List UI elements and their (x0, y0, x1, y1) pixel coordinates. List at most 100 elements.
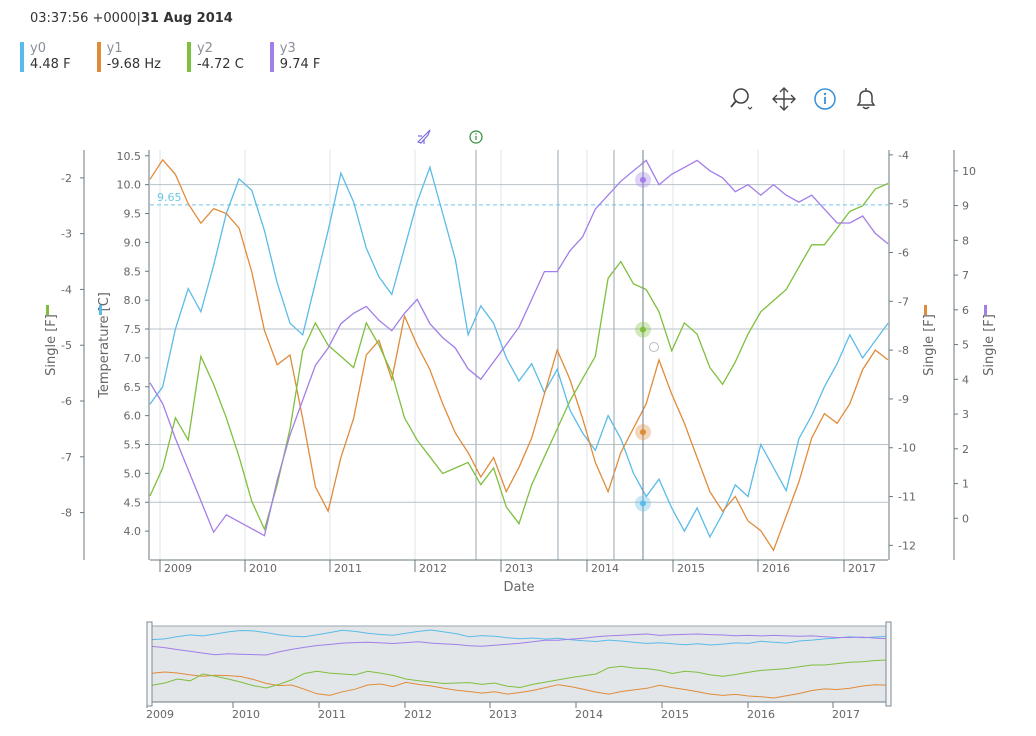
rocket-icon-body (416, 129, 431, 144)
event-info-icon[interactable] (469, 130, 483, 144)
navigator-tick-label: 2013 (489, 708, 517, 721)
legend-value: 9.74 F (279, 57, 321, 72)
y-tick-label: -10 (898, 442, 916, 455)
y-tick-label: -6 (898, 247, 909, 260)
x-tick-label: 2014 (591, 562, 619, 575)
date-label: 31 Aug 2014 (140, 11, 233, 26)
y-tick-label: -8 (61, 507, 72, 520)
left-outer-axis-title: Single [F] (44, 305, 59, 376)
left-outer-axis-title-text: Single [F] (44, 314, 59, 376)
navigator-series-y0 (151, 629, 889, 646)
y-tick-label: 6.5 (124, 381, 142, 394)
x-tick-label: 2017 (848, 562, 876, 575)
y-tick-label: 5.5 (124, 439, 142, 452)
y-tick-label: 8.0 (124, 294, 142, 307)
zoom-icon[interactable] (730, 86, 756, 112)
legend-item-y3[interactable]: y3 9.74 F (269, 41, 321, 73)
y-tick-label: 9 (962, 200, 969, 213)
left-inner-axis-title: Temperature [C] (97, 292, 112, 399)
timestamp-header: 03:37:56 +0000|31 Aug 2014 (30, 11, 233, 26)
legend-name: y1 (106, 41, 123, 56)
y-tick-label: 9.5 (124, 208, 142, 221)
legend-swatch (269, 42, 274, 72)
navigator-tick-label: 2012 (404, 708, 432, 721)
y-tick-label: 6 (962, 304, 969, 317)
time-label: 03:37:56 +0000 (30, 11, 137, 26)
navigator-tick-label: 2010 (232, 708, 260, 721)
left-inner-axis-title-color-bar (99, 305, 102, 315)
x-tick-label: 2010 (249, 562, 277, 575)
legend-item-y0[interactable]: y0 4.48 F (20, 41, 71, 73)
right-outer-axis-title-text: Single [F] (982, 314, 997, 376)
header-separator: | (136, 11, 141, 26)
y-tick-label: -2 (61, 172, 72, 185)
series-line-y0 (149, 165, 889, 539)
y-tick-label: -6 (61, 395, 72, 408)
series-line-y3 (149, 159, 889, 537)
y-tick-label: -11 (898, 491, 916, 504)
x-tick-label: 2011 (334, 562, 362, 575)
y-tick-label: -3 (61, 228, 72, 241)
y-tick-label: 1 (962, 478, 969, 491)
y-tick-label: -7 (61, 451, 72, 464)
x-tick-label: 2015 (677, 562, 705, 575)
cursor-marker-y1[interactable] (640, 429, 646, 436)
y-tick-label: 4.0 (124, 525, 142, 538)
chart-toolbar (730, 86, 894, 112)
y-tick-label: 8 (962, 234, 969, 247)
x-tick-label: 2016 (762, 562, 790, 575)
y-tick-label: 2 (962, 443, 969, 456)
y-tick-label: 0 (962, 512, 969, 525)
y-tick-label: -9 (898, 393, 909, 406)
right-inner-axis-title-text: Single [F] (922, 314, 937, 376)
left-inner-axis-title-text: Temperature [C] (97, 292, 112, 399)
legend-item-y1[interactable]: y1 -9.68 Hz (96, 41, 161, 73)
legend-value: -9.68 Hz (106, 57, 161, 72)
right-outer-axis-title-color-bar (984, 305, 987, 315)
y-tick-label: 5 (962, 339, 969, 352)
y-tick-label: 7.0 (124, 352, 142, 365)
x-axis-title: Date (503, 580, 534, 595)
navigator-window[interactable] (151, 625, 889, 703)
y-tick-label: -4 (898, 149, 909, 162)
legend-name: y0 (30, 41, 46, 56)
y-tick-label: -7 (898, 295, 909, 308)
navigator-right-handle[interactable] (885, 621, 892, 707)
y-tick-label: 10.0 (117, 179, 142, 192)
navigator-series-y2 (151, 659, 889, 689)
series-line-y2 (149, 182, 889, 532)
navigator-series-y1 (151, 671, 889, 699)
legend-name: y2 (196, 41, 213, 56)
legend-swatch (96, 42, 101, 72)
event-info-icon-dot (475, 133, 477, 135)
y-tick-label: -8 (898, 344, 909, 357)
y-tick-label: 4 (962, 373, 969, 386)
y-tick-label: 7 (962, 269, 969, 282)
x-tick-label: 2012 (419, 562, 447, 575)
event-info-icon-ring (469, 130, 483, 144)
legend-item-y2[interactable]: y2 -4.72 C (186, 41, 244, 73)
cursor-info-icon[interactable] (649, 342, 659, 352)
y-tick-label: -5 (61, 339, 72, 352)
legend-swatch (20, 42, 24, 72)
legend-name: y3 (279, 41, 296, 56)
bell-icon[interactable] (853, 86, 879, 112)
cursor-marker-y2[interactable] (640, 326, 646, 333)
info-icon[interactable] (812, 86, 838, 112)
y-tick-label: 4.5 (124, 496, 142, 509)
legend-swatch (186, 42, 191, 72)
navigator-left-handle[interactable] (146, 621, 153, 707)
cursor-marker-y3[interactable] (640, 176, 646, 183)
pan-icon[interactable] (771, 86, 797, 112)
cursor-marker-y0[interactable] (640, 500, 646, 507)
legend-value: -4.72 C (196, 57, 244, 72)
rocket-icon[interactable] (416, 129, 431, 144)
y-tick-label: -4 (61, 283, 72, 296)
y-tick-label: 9.0 (124, 236, 142, 249)
x-tick-label: 2009 (164, 562, 192, 575)
y-tick-label: 7.5 (124, 323, 142, 336)
y-tick-label: 8.5 (124, 265, 142, 278)
rocket-icon-fins (418, 135, 425, 144)
y-tick-label: -12 (898, 539, 916, 552)
